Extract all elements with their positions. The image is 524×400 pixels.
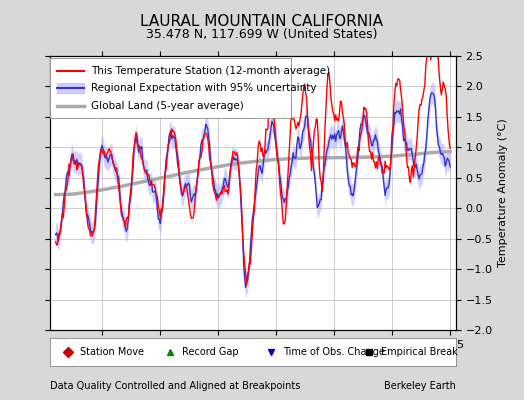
Y-axis label: Temperature Anomaly (°C): Temperature Anomaly (°C) (498, 119, 508, 267)
Text: Station Move: Station Move (80, 347, 144, 357)
Text: This Temperature Station (12-month average): This Temperature Station (12-month avera… (91, 66, 330, 76)
Text: Empirical Break: Empirical Break (381, 347, 457, 357)
Text: 35.478 N, 117.699 W (United States): 35.478 N, 117.699 W (United States) (146, 28, 378, 41)
Text: Data Quality Controlled and Aligned at Breakpoints: Data Quality Controlled and Aligned at B… (50, 381, 300, 391)
Text: Berkeley Earth: Berkeley Earth (384, 381, 456, 391)
Text: LAURAL MOUNTAIN CALIFORNIA: LAURAL MOUNTAIN CALIFORNIA (140, 14, 384, 29)
Text: Time of Obs. Change: Time of Obs. Change (283, 347, 385, 357)
Text: Regional Expectation with 95% uncertainty: Regional Expectation with 95% uncertaint… (91, 83, 316, 93)
Text: Record Gap: Record Gap (182, 347, 238, 357)
Text: Global Land (5-year average): Global Land (5-year average) (91, 101, 244, 111)
